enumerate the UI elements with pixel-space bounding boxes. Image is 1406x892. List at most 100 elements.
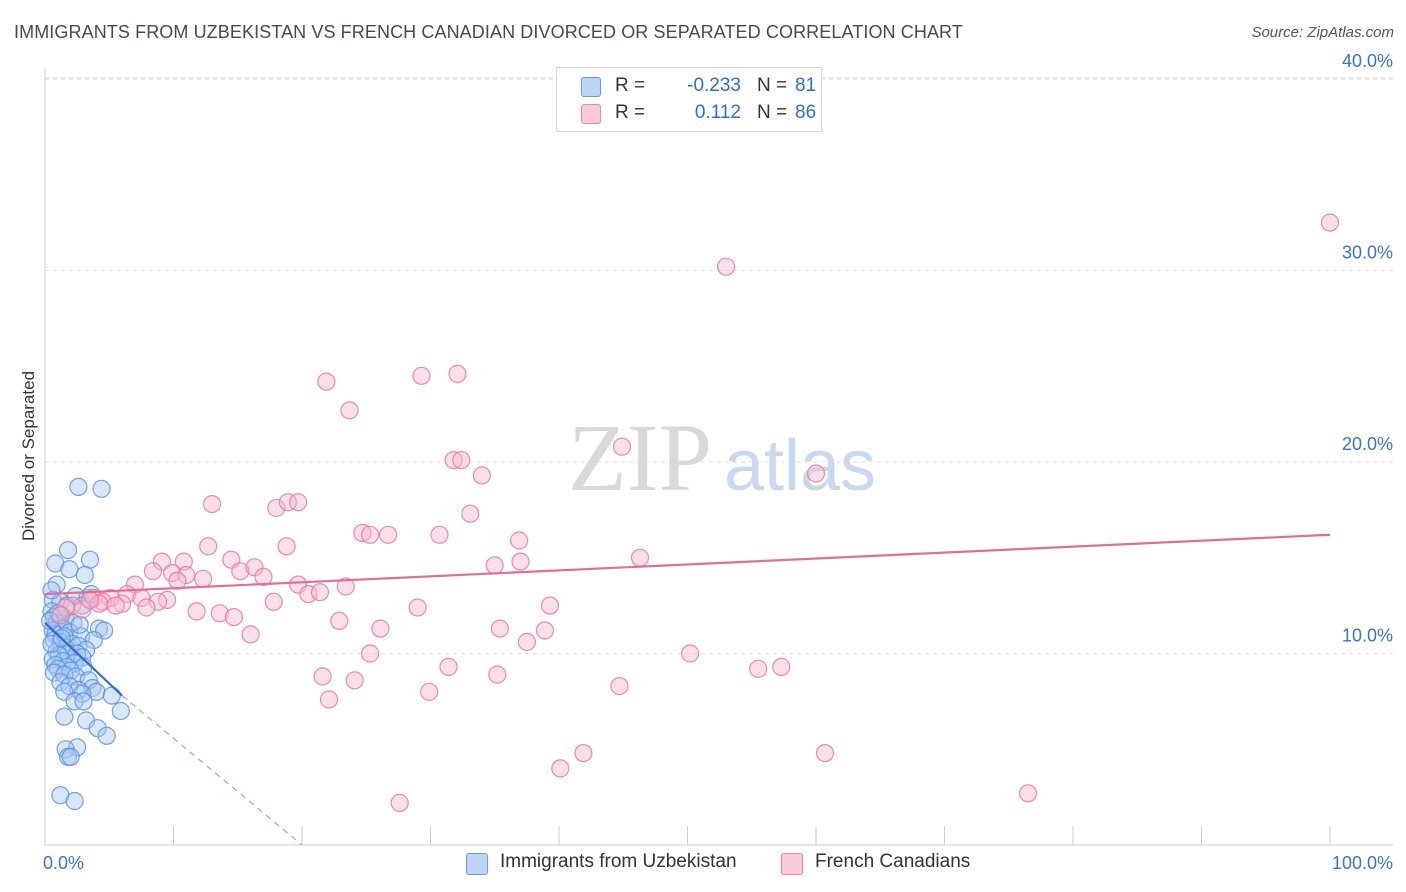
legend-label-french-canadians: French Canadians [815, 851, 971, 872]
data-point [439, 657, 458, 677]
legend-n-value: 86 [795, 102, 817, 123]
data-point [319, 690, 339, 709]
data-point [574, 743, 593, 763]
data-point [815, 743, 835, 763]
legend-swatch-uzbekistan [581, 77, 601, 97]
data-point [137, 598, 156, 617]
data-point [61, 747, 80, 767]
data-point [42, 634, 61, 654]
data-point [716, 257, 736, 276]
data-point [310, 583, 330, 602]
data-point [199, 537, 218, 556]
data-point [488, 665, 507, 684]
data-point [517, 632, 537, 652]
data-point [203, 495, 222, 514]
data-point [149, 592, 168, 611]
legend-n-label: N = [757, 102, 788, 123]
data-point [58, 540, 78, 560]
legend-r-value: -0.233 [687, 75, 741, 96]
trend-line-french-canadians [44, 533, 1331, 596]
data-point [361, 525, 380, 544]
axes [44, 68, 1393, 846]
series-uzbekistan [40, 477, 130, 811]
data-point [340, 401, 359, 420]
data-point [485, 556, 504, 575]
x-tick-label: 0.0% [43, 853, 84, 873]
data-point [241, 625, 260, 644]
data-point [299, 584, 318, 604]
y-tick-label: 40.0% [1342, 51, 1393, 71]
data-point [612, 437, 632, 456]
data-point [231, 562, 250, 581]
data-point [267, 498, 286, 518]
data-point [278, 493, 297, 512]
data-points [40, 213, 1340, 813]
data-point [408, 598, 427, 617]
data-point [472, 466, 491, 485]
trend-lines [44, 533, 1331, 846]
source-credit: Source: ZipAtlas.com [1251, 24, 1394, 41]
data-point [224, 607, 243, 627]
data-point [264, 592, 283, 611]
data-point [630, 548, 650, 567]
legend-n-label: N = [757, 75, 788, 96]
data-point [111, 701, 130, 721]
trend-line-uzbekistan [44, 622, 123, 697]
trend-line-uzbekistan-extrapolated [121, 695, 303, 846]
data-point [73, 600, 92, 619]
data-point [390, 793, 409, 813]
legend-swatch-french-canadians [581, 104, 601, 124]
data-point [551, 759, 570, 778]
legend-n-value: 81 [795, 75, 817, 96]
data-point [680, 644, 700, 663]
legend-swatch-french-canadians [781, 853, 803, 875]
data-point [177, 565, 196, 585]
data-point [73, 684, 92, 703]
data-point [510, 531, 529, 550]
data-point [317, 372, 336, 391]
data-point [80, 590, 100, 610]
data-point [412, 366, 431, 385]
data-point [361, 644, 380, 663]
data-point [51, 606, 70, 625]
data-point [106, 596, 125, 615]
data-point [1320, 213, 1340, 232]
data-point [70, 615, 89, 634]
data-point [448, 364, 467, 383]
data-point [490, 619, 509, 638]
data-point [69, 477, 88, 496]
y-tick-label: 30.0% [1342, 243, 1393, 263]
data-point [289, 493, 308, 512]
data-point [92, 479, 111, 498]
data-point [277, 537, 296, 556]
data-point [112, 594, 132, 613]
series-french-canadians [51, 213, 1340, 813]
data-point [65, 791, 84, 811]
data-point [254, 567, 273, 587]
data-point [345, 671, 364, 690]
data-point [80, 550, 100, 569]
data-point [187, 602, 206, 621]
data-point [772, 657, 791, 677]
data-point [1018, 784, 1038, 803]
watermark-zip: ZIP [568, 404, 712, 511]
legend-r-label: R = [615, 75, 646, 96]
data-point [313, 667, 332, 686]
data-point [379, 525, 398, 544]
data-point [87, 682, 106, 701]
data-point [420, 682, 439, 701]
data-point [42, 581, 61, 600]
legend-swatch-uzbekistan [466, 853, 488, 875]
data-point [535, 621, 555, 640]
data-point [336, 577, 355, 596]
data-point [168, 571, 187, 590]
data-point [97, 726, 116, 745]
data-point [610, 676, 629, 696]
data-point [540, 596, 560, 615]
y-tick-label: 10.0% [1342, 626, 1393, 646]
data-point [430, 525, 449, 544]
legend-label-uzbekistan: Immigrants from Uzbekistan [500, 851, 737, 872]
data-point [452, 451, 471, 470]
data-point [143, 562, 162, 581]
data-point [194, 569, 213, 588]
